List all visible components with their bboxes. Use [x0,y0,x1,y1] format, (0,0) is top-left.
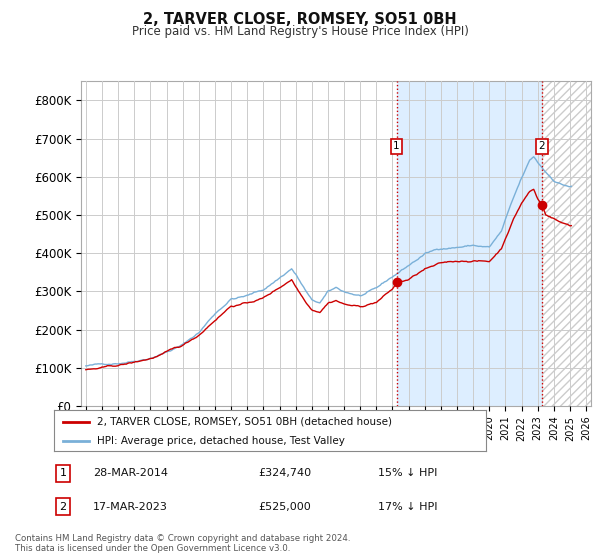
Text: 1: 1 [393,141,400,151]
Text: 17% ↓ HPI: 17% ↓ HPI [378,502,437,512]
Bar [397,81,542,406]
Text: 2, TARVER CLOSE, ROMSEY, SO51 0BH: 2, TARVER CLOSE, ROMSEY, SO51 0BH [143,12,457,27]
Text: £324,740: £324,740 [258,468,311,478]
Text: 15% ↓ HPI: 15% ↓ HPI [378,468,437,478]
Text: 17-MAR-2023: 17-MAR-2023 [93,502,168,512]
Text: 1: 1 [59,468,67,478]
Text: 28-MAR-2014: 28-MAR-2014 [93,468,168,478]
Text: 2: 2 [59,502,67,512]
Text: £525,000: £525,000 [258,502,311,512]
Text: Price paid vs. HM Land Registry's House Price Index (HPI): Price paid vs. HM Land Registry's House … [131,25,469,38]
Text: 2, TARVER CLOSE, ROMSEY, SO51 0BH (detached house): 2, TARVER CLOSE, ROMSEY, SO51 0BH (detac… [97,417,392,427]
Bar [542,81,594,406]
Text: Contains HM Land Registry data © Crown copyright and database right 2024.
This d: Contains HM Land Registry data © Crown c… [15,534,350,553]
Text: 2: 2 [538,141,545,151]
Text: HPI: Average price, detached house, Test Valley: HPI: Average price, detached house, Test… [97,436,345,446]
